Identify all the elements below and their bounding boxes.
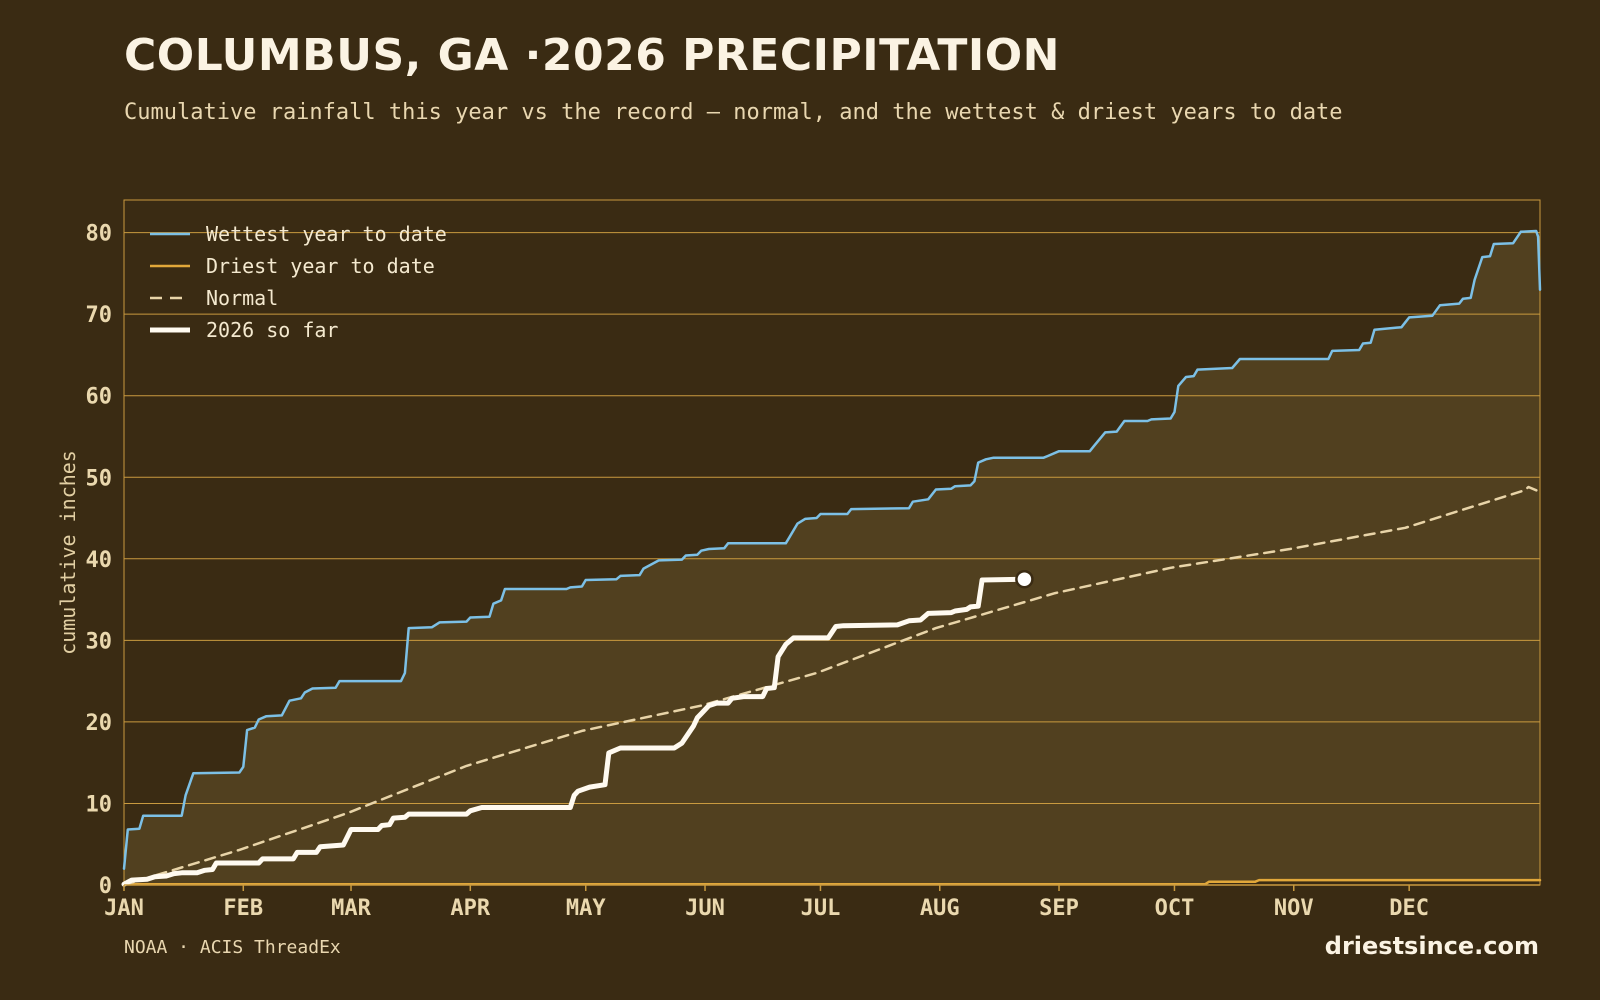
y-tick-label: 10: [86, 792, 113, 817]
x-tick-label-mar: MAR: [331, 896, 371, 921]
current-year-line: [121, 576, 1027, 887]
y-tick-label: 40: [86, 548, 113, 573]
driest-line: [122, 878, 1542, 886]
y-tick-label: 30: [86, 629, 113, 654]
x-tick-label-feb: FEB: [223, 896, 263, 921]
chart-subtitle: Cumulative rainfall this year vs the rec…: [124, 100, 1343, 125]
legend-label-current: 2026 so far: [206, 318, 338, 342]
x-tick-label-nov: NOV: [1274, 896, 1314, 921]
y-tick-label: 60: [86, 385, 113, 410]
x-tick-label-apr: APR: [450, 896, 490, 921]
y-tick-label: 50: [86, 466, 113, 491]
x-tick-label-dec: DEC: [1389, 896, 1429, 921]
legend-label-normal: Normal: [206, 286, 278, 310]
wettest-driest-band: [124, 231, 1540, 885]
series-lines-layer: [121, 229, 1542, 887]
legend: Wettest year to date Driest year to date N…: [150, 222, 447, 342]
x-tick-label-aug: AUG: [920, 896, 960, 921]
y-tick-label: 70: [86, 303, 113, 328]
legend-label-wettest: Wettest year to date: [206, 222, 447, 246]
x-tick-label-may: MAY: [566, 896, 606, 921]
x-tick-label-jan: JAN: [104, 896, 144, 921]
current-value-marker: [1015, 569, 1034, 589]
x-tick-label-jul: JUL: [801, 896, 841, 921]
site-brand[interactable]: driestsince.com: [1324, 932, 1539, 960]
chart-title: COLUMBUS, GA ·2026 PRECIPITATION: [124, 30, 1060, 81]
wettest-driest-band-layer: [124, 231, 1540, 885]
y-tick-label: 0: [99, 874, 112, 899]
source-credit: NOAA · ACIS ThreadEx: [124, 937, 341, 958]
axes-layer: 0 10 20 30 40 50 60 70 80 JAN FEB MAR APR MAY JUN JUL AU…: [56, 222, 1540, 921]
y-tick-label: 80: [86, 222, 113, 247]
wettest-line: [122, 229, 1542, 870]
normal-line: [122, 485, 1542, 887]
x-tick-label-oct: OCT: [1155, 896, 1195, 921]
legend-label-driest: Driest year to date: [206, 254, 435, 278]
x-tick-label-jun: JUN: [685, 896, 725, 921]
x-tick-label-sep: SEP: [1039, 896, 1079, 921]
y-axis-title: cumulative inches: [56, 450, 80, 655]
y-tick-label: 20: [86, 711, 113, 736]
